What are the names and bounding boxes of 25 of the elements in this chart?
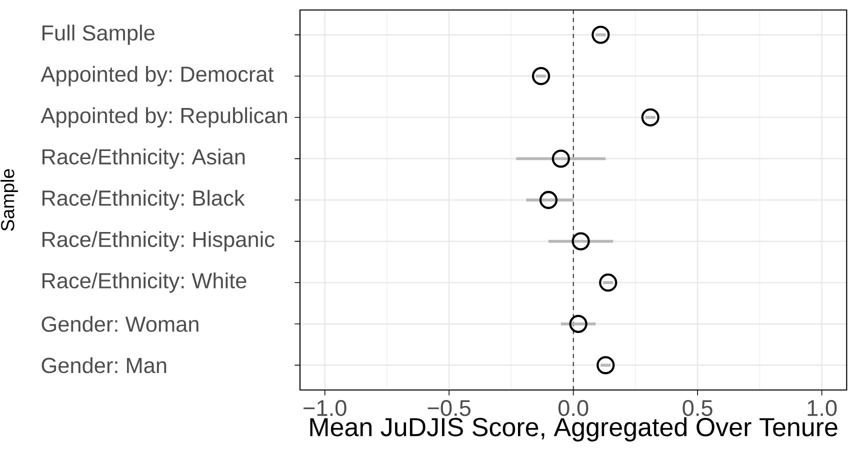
y-tick-label: Race/Ethnicity: Black bbox=[42, 190, 245, 210]
x-tick-label: 0.0 bbox=[558, 400, 588, 416]
point bbox=[532, 67, 550, 86]
x-tick-label: 0.5 bbox=[682, 400, 712, 416]
y-axis-title: Sample bbox=[0, 169, 18, 231]
x-tick-label: −0.5 bbox=[428, 400, 471, 416]
point bbox=[596, 356, 615, 374]
point bbox=[599, 274, 618, 292]
y-tick-label: Race/Ethnicity: Hispanic bbox=[42, 231, 274, 252]
x-tick-label: −1.0 bbox=[304, 400, 346, 416]
point bbox=[641, 108, 660, 126]
point bbox=[572, 232, 590, 250]
y-tick-label: Race/Ethnicity: Asian bbox=[42, 148, 245, 169]
x-tick-label: 1.0 bbox=[808, 400, 837, 416]
point bbox=[552, 150, 570, 168]
y-tick-label: Appointed by: Democrat bbox=[40, 66, 274, 86]
y-tick-label: Full Sample bbox=[42, 24, 154, 45]
y-tick-label: Gender: Woman bbox=[42, 316, 198, 332]
point bbox=[592, 26, 610, 44]
point bbox=[569, 314, 588, 333]
y-tick-label: Gender: Man bbox=[42, 357, 166, 374]
y-tick-label: Appointed by: Republican bbox=[40, 107, 287, 128]
point bbox=[539, 190, 558, 210]
y-tick-label: Race/Ethnicity: White bbox=[42, 272, 246, 293]
x-axis-title: Mean JuDJIS Score, Aggregated Over Tenure bbox=[310, 417, 838, 442]
